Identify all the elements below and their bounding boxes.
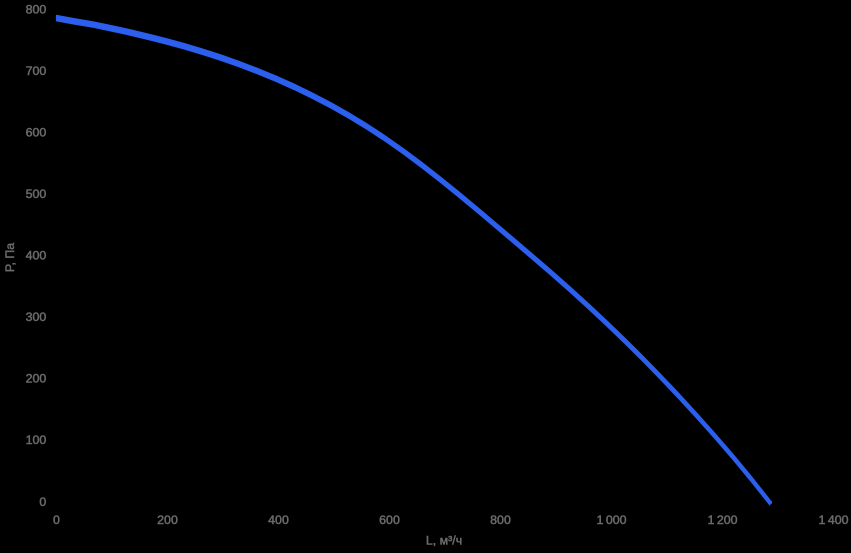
svg-text:200: 200 (26, 372, 47, 386)
svg-text:200: 200 (157, 513, 178, 527)
svg-text:L, м³/ч: L, м³/ч (426, 534, 462, 548)
svg-text:800: 800 (490, 513, 511, 527)
svg-text:400: 400 (26, 249, 47, 263)
svg-text:0: 0 (53, 513, 60, 527)
svg-text:800: 800 (26, 3, 47, 17)
svg-text:1 000: 1 000 (596, 513, 626, 527)
svg-text:700: 700 (26, 64, 47, 78)
svg-text:1 200: 1 200 (707, 513, 737, 527)
svg-text:500: 500 (26, 187, 47, 201)
svg-text:1 400: 1 400 (818, 513, 848, 527)
svg-text:100: 100 (26, 433, 47, 447)
svg-text:P, Па: P, Па (3, 243, 17, 272)
svg-text:400: 400 (268, 513, 289, 527)
svg-text:600: 600 (26, 126, 47, 140)
svg-text:0: 0 (39, 495, 46, 509)
svg-text:600: 600 (379, 513, 400, 527)
svg-text:300: 300 (26, 310, 47, 324)
